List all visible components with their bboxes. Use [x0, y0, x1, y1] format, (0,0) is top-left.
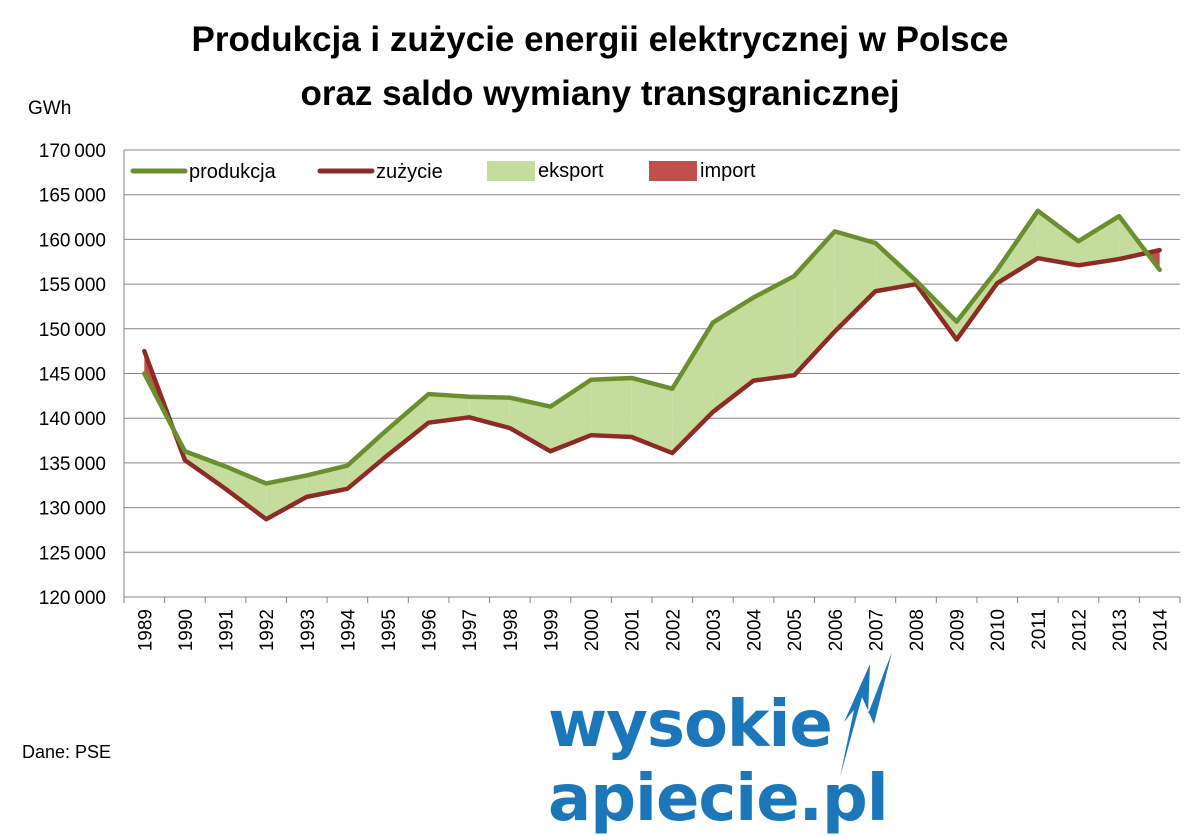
export-area	[834, 231, 876, 332]
legend: produkcja zużycie eksport import	[130, 160, 756, 183]
x-tick-label: 2002	[663, 609, 684, 651]
export-area	[1078, 216, 1120, 266]
export-area	[266, 475, 307, 520]
x-tick-label: 2013	[1110, 609, 1131, 651]
series-line-produkcja	[142, 208, 1162, 486]
y-tick-label: 155 000	[39, 275, 106, 296]
x-tick-label: 1997	[460, 609, 481, 651]
x-tick-label: 1990	[176, 609, 197, 651]
legend-label: eksport	[538, 160, 604, 182]
x-tick-label: 2010	[988, 609, 1009, 651]
x-tick-label: 2007	[866, 609, 887, 651]
x-tick-label: 1989	[135, 609, 156, 651]
logo-text-left: wysokie	[548, 688, 833, 762]
legend-eksport: eksport	[487, 160, 604, 182]
legend-import: import	[649, 160, 756, 182]
x-tick-label: 1999	[541, 609, 562, 651]
x-tick-label: 1995	[379, 609, 400, 651]
x-tick-label: 1993	[298, 609, 319, 651]
export-area	[428, 394, 470, 423]
legend-label: import	[700, 160, 756, 182]
export-area	[631, 377, 673, 454]
x-tick-label: 1994	[338, 609, 359, 652]
y-tick-label: 130 000	[39, 499, 106, 520]
x-tick-label: 2012	[1069, 609, 1090, 651]
y-tick-label: 125 000	[39, 543, 106, 564]
y-tick-label: 120 000	[39, 588, 106, 609]
x-tick-label: 1998	[501, 609, 522, 651]
x-tick-label: 2000	[582, 609, 603, 651]
lightning-bolt-icon	[840, 652, 892, 777]
export-area	[712, 297, 754, 412]
y-axis-unit-label: GWh	[28, 98, 72, 119]
export-area	[550, 379, 592, 452]
x-tick-label: 1992	[257, 609, 278, 651]
legend-label: produkcja	[189, 161, 277, 183]
export-area	[388, 394, 429, 455]
series-line-zuzycie	[142, 247, 1162, 522]
export-area	[347, 428, 388, 489]
y-tick-label: 140 000	[39, 409, 106, 430]
export-area	[469, 396, 510, 429]
y-tick-label: 170 000	[39, 141, 106, 162]
export-area	[1037, 210, 1079, 266]
chart-svg: 120 000 125 000 130 000 135 000 140 000 145 0…	[39, 141, 1181, 652]
x-tick-label: 2011	[1029, 609, 1050, 650]
chart-title-line-2: oraz saldo wymiany transgranicznej	[300, 74, 900, 113]
x-tick-label: 1996	[420, 609, 441, 651]
x-tick-label: 2008	[907, 609, 928, 651]
x-tick-label: 2005	[785, 609, 806, 651]
data-source-note: Dane: PSE	[22, 742, 112, 762]
y-tick-label: 150 000	[39, 320, 106, 341]
y-axis-ticks: 120 000 125 000 130 000 135 000 140 000 145 0…	[39, 141, 106, 609]
y-tick-label: 145 000	[39, 365, 106, 386]
x-tick-label: 2006	[826, 609, 847, 651]
legend-swatch	[487, 161, 535, 181]
x-axis-ticks: 1989 1990 1991 1992 1993 1994 1995 1996 1997 1998…	[123, 597, 1181, 652]
x-tick-label: 2004	[745, 609, 766, 652]
legend-zuzycie: zużycie	[317, 161, 443, 183]
y-tick-label: 135 000	[39, 454, 106, 475]
chart-title-line-1: Produkcja i zużycie energii elektrycznej…	[191, 20, 1009, 59]
x-tick-label: 2009	[948, 609, 969, 651]
x-tick-label: 2001	[623, 609, 644, 651]
y-tick-label: 160 000	[39, 230, 106, 251]
export-area	[509, 397, 551, 452]
x-tick-label: 1991	[217, 609, 238, 651]
x-tick-label: 2003	[704, 609, 725, 651]
y-tick-label: 165 000	[39, 186, 106, 207]
x-tick-label: 2014	[1151, 609, 1172, 652]
series-lines	[142, 208, 1162, 522]
export-area	[591, 377, 632, 437]
legend-produkcja: produkcja	[130, 161, 277, 183]
legend-swatch	[649, 161, 697, 181]
legend-label: zużycie	[376, 161, 443, 183]
grid-lines	[123, 149, 1180, 598]
export-area	[753, 276, 795, 381]
